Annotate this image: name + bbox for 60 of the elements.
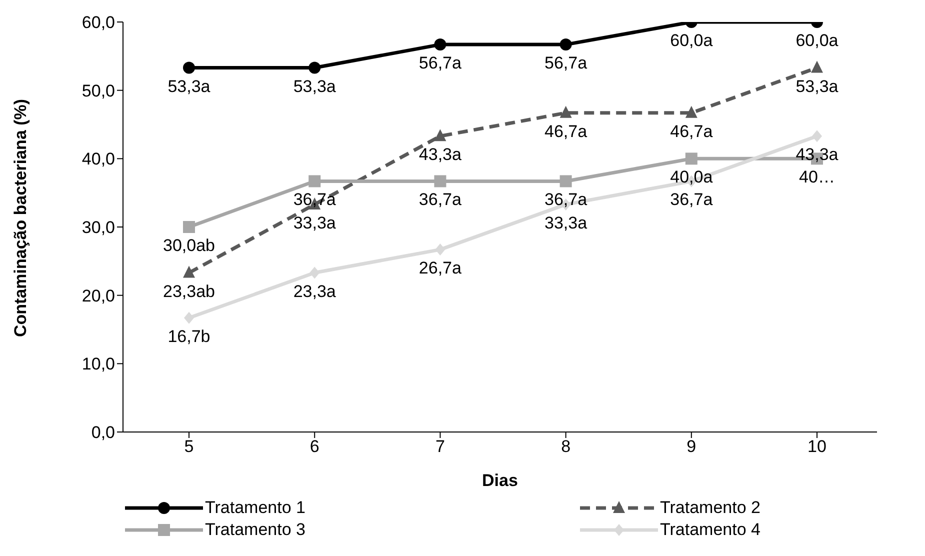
y-axis-title: Contaminação bacteriana (%) [11, 98, 30, 337]
data-label: 40,0a [670, 168, 714, 187]
data-label: 33,3a [544, 213, 588, 232]
y-tick-label: 40,0 [82, 150, 115, 169]
point [685, 152, 698, 165]
data-label: 40… [799, 168, 835, 187]
point [183, 221, 195, 233]
data-label: 43,3a [796, 145, 839, 164]
y-tick-label: 60,0 [82, 13, 115, 32]
point [435, 244, 446, 256]
data-label: 36,7a [418, 190, 462, 210]
x-tick-label: 8 [561, 437, 571, 456]
y-tick-label: 0,0 [91, 423, 115, 442]
point [183, 62, 195, 74]
x-tick-label: 7 [435, 437, 445, 456]
point [560, 38, 572, 51]
data-label: 56,7a [418, 54, 462, 73]
data-label: 53,3a [293, 76, 336, 96]
data-label: 36,7a [670, 190, 714, 210]
data-label: 16,7b [168, 326, 210, 346]
point [434, 129, 446, 142]
point [560, 106, 572, 118]
point [560, 175, 572, 188]
point [184, 312, 194, 324]
legend-label: Tratamento 2 [660, 498, 760, 518]
data-label: 23,3a [293, 282, 336, 301]
data-label: 53,3a [168, 76, 211, 96]
data-label: 53,3a [796, 76, 839, 96]
point [812, 130, 822, 142]
legend-label: Tratamento 4 [660, 520, 760, 540]
point [434, 175, 446, 188]
data-label: 33,3a [293, 213, 336, 232]
data-label: 46,7a [670, 122, 714, 141]
y-tick-label: 10,0 [82, 354, 115, 374]
data-label: 60,0a [670, 31, 714, 50]
data-label: 43,3a [418, 145, 462, 164]
point [434, 38, 446, 51]
x-tick-label: 10 [808, 437, 826, 456]
data-label: 23,3ab [163, 282, 215, 301]
x-axis-title: Dias [482, 471, 518, 490]
x-tick-label: 5 [184, 437, 194, 456]
point [310, 266, 320, 279]
legend-label: Tratamento 3 [205, 520, 306, 540]
point [308, 62, 321, 74]
x-tick-label: 6 [310, 437, 320, 456]
data-label: 60,0a [796, 31, 839, 50]
data-label: 36,7a [544, 190, 588, 210]
point [183, 266, 195, 278]
data-label: 46,7a [544, 122, 588, 141]
x-tick-label: 9 [686, 437, 696, 456]
y-tick-label: 50,0 [82, 81, 115, 100]
y-tick-label: 30,0 [82, 218, 115, 238]
y-tick-label: 20,0 [82, 286, 115, 306]
legend-label: Tratamento 1 [205, 498, 306, 518]
data-label: 30,0ab [163, 236, 215, 255]
point [685, 106, 698, 118]
point [308, 175, 321, 188]
data-label: 56,7a [544, 54, 588, 73]
point [811, 60, 823, 73]
data-label: 26,7a [418, 258, 462, 278]
